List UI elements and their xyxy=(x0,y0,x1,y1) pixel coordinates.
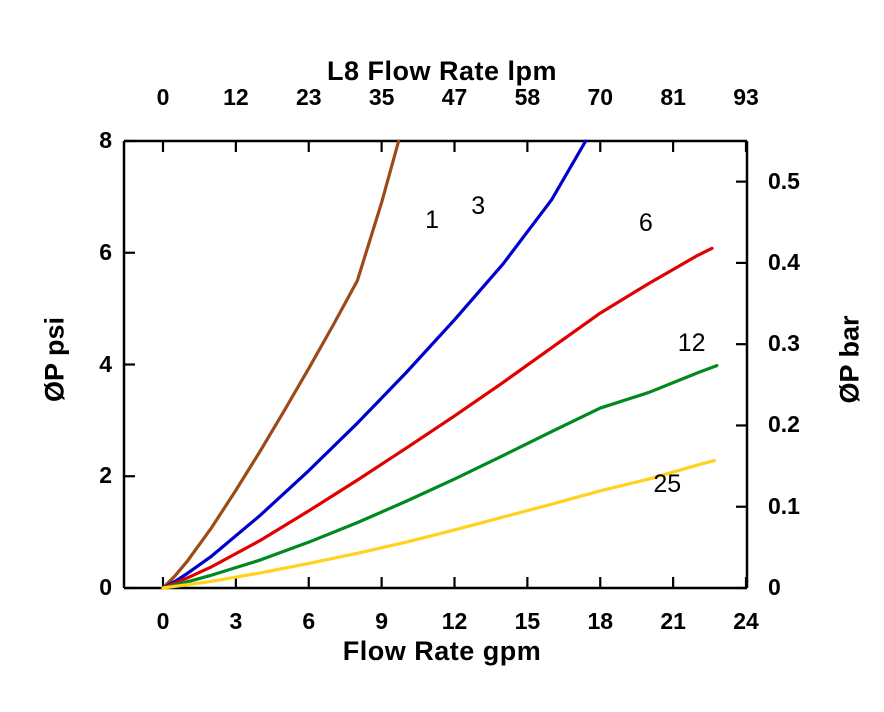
right-tick-label-1: 0.1 xyxy=(768,492,800,519)
top-axis-title: L8 Flow Rate lpm xyxy=(326,56,558,86)
curve-label-1: 1 xyxy=(425,206,439,235)
curve-6 xyxy=(161,246,714,590)
top-tick-label-4: 47 xyxy=(441,84,468,110)
right-tick-label-5: 0.5 xyxy=(768,167,800,194)
bottom-tick-label-7: 21 xyxy=(660,608,686,634)
curve-1 xyxy=(161,139,401,590)
left-tick-label-2: 4 xyxy=(99,350,112,377)
bottom-tick-label-5: 15 xyxy=(514,608,541,634)
right-tick-label-4: 0.4 xyxy=(768,248,800,275)
curve-label-12: 12 xyxy=(677,328,706,357)
bottom-tick-label-8: 24 xyxy=(733,608,759,634)
curve-label-25: 25 xyxy=(653,470,682,499)
left-tick-label-1: 2 xyxy=(99,462,112,489)
top-tick-label-0: 0 xyxy=(156,84,170,110)
bottom-tick-label-0: 0 xyxy=(156,608,170,634)
top-tick-label-7: 81 xyxy=(660,84,686,110)
bottom-tick-label-4: 12 xyxy=(441,608,468,634)
top-tick-label-3: 35 xyxy=(368,84,395,110)
curve-25 xyxy=(161,459,717,590)
data-curves xyxy=(161,139,719,590)
right-tick-label-2: 0.2 xyxy=(768,411,800,438)
top-tick-label-2: 23 xyxy=(295,84,322,110)
top-tick-label-6: 70 xyxy=(587,84,614,110)
bottom-tick-label-1: 3 xyxy=(229,608,243,634)
top-tick-label-8: 93 xyxy=(733,84,759,110)
right-tick-label-0: 0 xyxy=(768,574,781,600)
left-tick-label-3: 6 xyxy=(99,238,112,265)
curve-12 xyxy=(161,364,719,590)
bottom-tick-label-2: 6 xyxy=(302,608,316,634)
right-tick-label-3: 0.3 xyxy=(768,330,800,357)
top-tick-label-5: 58 xyxy=(514,84,541,110)
axis-tick-marks xyxy=(124,139,748,590)
left-tick-label-4: 8 xyxy=(99,127,112,153)
bottom-axis-title: Flow Rate gpm xyxy=(342,636,542,666)
left-tick-label-0: 0 xyxy=(99,574,112,600)
curve-label-3: 3 xyxy=(471,192,486,221)
bottom-tick-label-3: 9 xyxy=(375,608,389,634)
curve-3 xyxy=(161,139,588,590)
curve-label-6: 6 xyxy=(638,208,653,237)
bottom-tick-label-6: 18 xyxy=(587,608,614,634)
top-tick-label-1: 12 xyxy=(223,84,249,110)
